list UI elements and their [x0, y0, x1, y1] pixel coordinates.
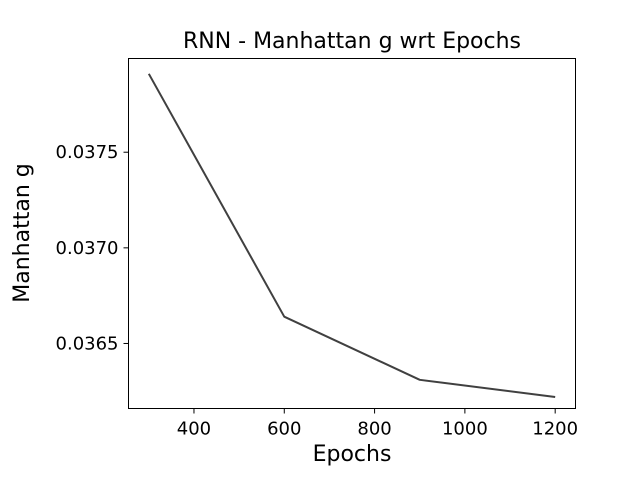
x-tick-label: 1000: [442, 419, 488, 440]
x-tick-label: 1200: [532, 419, 578, 440]
y-tick-label: 0.0375: [56, 142, 119, 163]
tick-group: 400 600 800 1000 1200 0.0365 0.0370 0.0375: [56, 142, 579, 439]
plot-frame: [128, 58, 576, 409]
chart-title: RNN - Manhattan g wrt Epochs: [183, 29, 521, 54]
y-tick-label: 0.0365: [56, 333, 119, 354]
x-tick-label: 800: [357, 419, 391, 440]
y-axis-label: Manhattan g: [10, 163, 35, 302]
x-axis-label: Epochs: [313, 442, 392, 467]
series-line: [147, 73, 556, 399]
x-tick-label: 600: [267, 419, 301, 440]
x-tick-label: 400: [177, 419, 211, 440]
y-tick-label: 0.0370: [56, 238, 119, 259]
